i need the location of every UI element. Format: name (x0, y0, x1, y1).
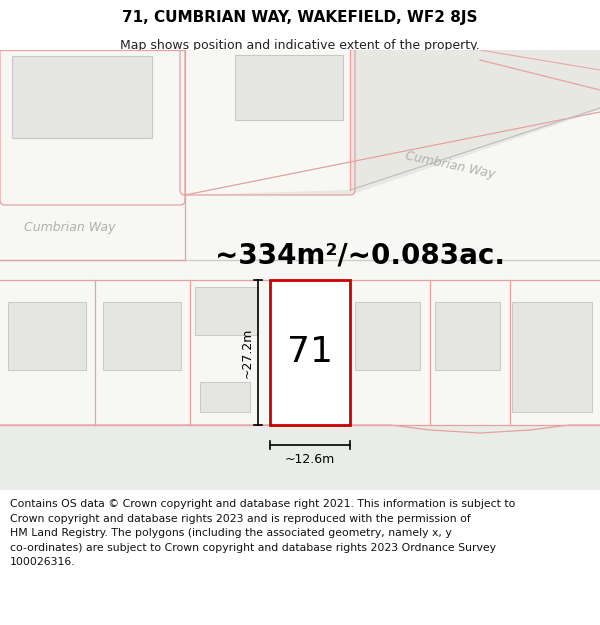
Bar (195, 287, 258, 335)
Bar (12, 56, 152, 138)
Polygon shape (185, 50, 600, 195)
Bar (200, 382, 250, 412)
Bar (435, 302, 500, 370)
Bar (103, 302, 181, 370)
Text: Map shows position and indicative extent of the property.: Map shows position and indicative extent… (120, 39, 480, 52)
Polygon shape (0, 425, 600, 490)
Bar (512, 302, 592, 412)
Text: Contains OS data © Crown copyright and database right 2021. This information is : Contains OS data © Crown copyright and d… (10, 499, 515, 567)
Bar (355, 302, 420, 370)
Bar (278, 295, 341, 350)
Bar (0, 50, 600, 260)
Text: 71, CUMBRIAN WAY, WAKEFIELD, WF2 8JS: 71, CUMBRIAN WAY, WAKEFIELD, WF2 8JS (122, 10, 478, 25)
Bar (0, 280, 600, 425)
Bar (8, 302, 86, 370)
Bar (270, 280, 350, 425)
Bar (0, 260, 600, 280)
Text: ~27.2m: ~27.2m (241, 328, 254, 378)
Text: ~12.6m: ~12.6m (285, 453, 335, 466)
Bar (0, 425, 600, 490)
Text: ~334m²/~0.083ac.: ~334m²/~0.083ac. (215, 242, 505, 270)
Text: Cumbrian Way: Cumbrian Way (24, 221, 116, 234)
Bar (235, 55, 343, 120)
Text: Cumbrian Way: Cumbrian Way (404, 149, 496, 181)
Text: 71: 71 (287, 336, 333, 369)
